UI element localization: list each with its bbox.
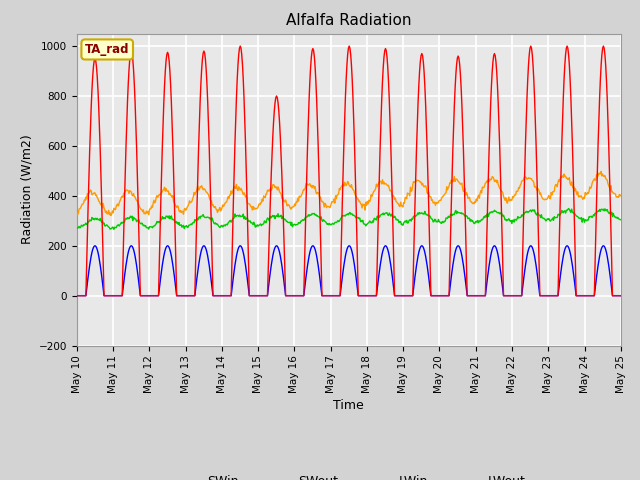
Title: Alfalfa Radiation: Alfalfa Radiation (286, 13, 412, 28)
Y-axis label: Radiation (W/m2): Radiation (W/m2) (20, 135, 33, 244)
Legend: SWin, SWout, LWin, LWout: SWin, SWout, LWin, LWout (167, 470, 531, 480)
X-axis label: Time: Time (333, 399, 364, 412)
Text: TA_rad: TA_rad (85, 43, 129, 56)
